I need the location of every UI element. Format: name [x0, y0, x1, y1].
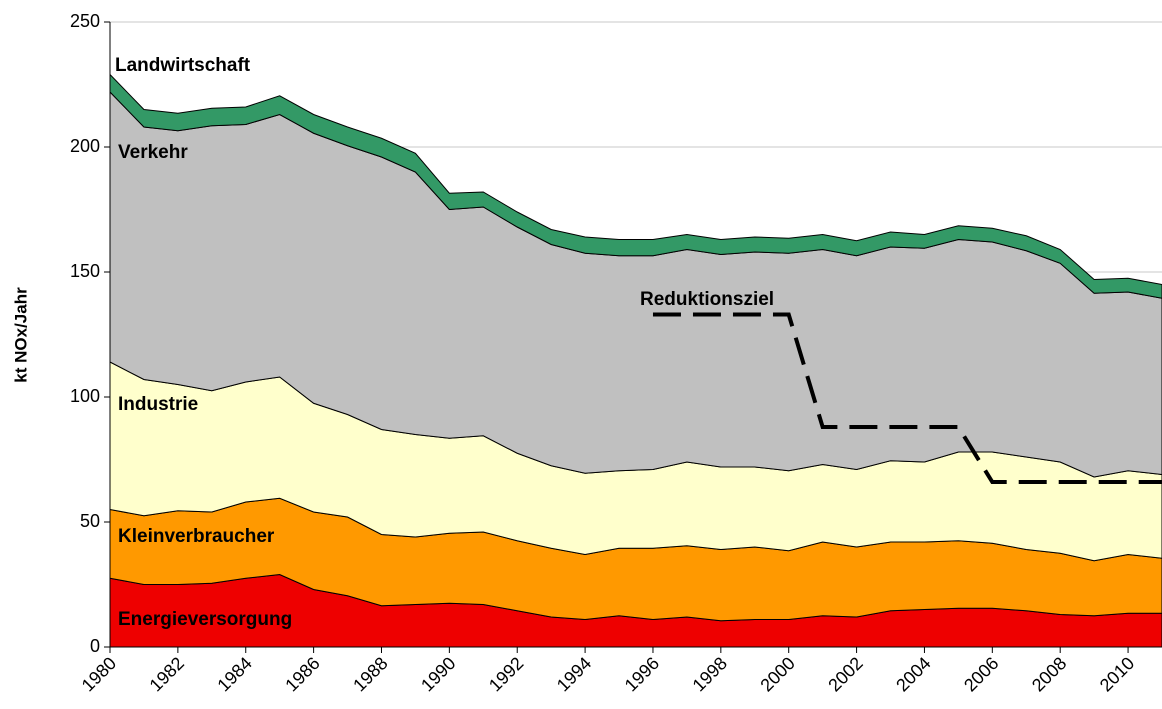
series-label: Industrie	[118, 394, 198, 415]
x-tick-label: 1996	[621, 653, 663, 695]
x-tick-label: 1984	[213, 653, 255, 695]
y-tick-label: 50	[80, 511, 100, 531]
y-tick-label: 250	[70, 11, 100, 31]
x-tick-label: 2010	[1096, 653, 1138, 695]
x-tick-label: 2004	[892, 653, 934, 695]
x-tick-label: 1982	[146, 653, 188, 695]
y-tick-label: 200	[70, 136, 100, 156]
x-tick-label: 1980	[78, 653, 120, 695]
series-label: Kleinverbraucher	[118, 526, 275, 547]
x-tick-label: 2002	[824, 653, 866, 695]
area	[109, 73, 1162, 299]
x-tick-label: 2008	[1028, 653, 1070, 695]
y-tick-label: 100	[70, 386, 100, 406]
y-tick-label: 150	[70, 261, 100, 281]
series-label: Verkehr	[118, 142, 188, 163]
x-tick-label: 1998	[689, 653, 731, 695]
series-label: Landwirtschaft	[115, 55, 251, 76]
target-line	[652, 312, 1162, 484]
x-tick-label: 1990	[417, 653, 459, 695]
x-tick-label: 1986	[281, 653, 323, 695]
x-tick-label: 1992	[485, 653, 527, 695]
x-tick-label: 1994	[553, 653, 595, 695]
x-tick-label: 1988	[349, 653, 391, 695]
y-tick-label: 0	[90, 636, 100, 656]
y-axis-label: kt NOx/Jahr	[11, 287, 30, 383]
target-label: Reduktionsziel	[640, 289, 774, 310]
series-label: Energieversorgung	[118, 609, 292, 630]
x-tick-label: 2000	[756, 653, 798, 695]
x-tick-label: 2006	[960, 653, 1002, 695]
